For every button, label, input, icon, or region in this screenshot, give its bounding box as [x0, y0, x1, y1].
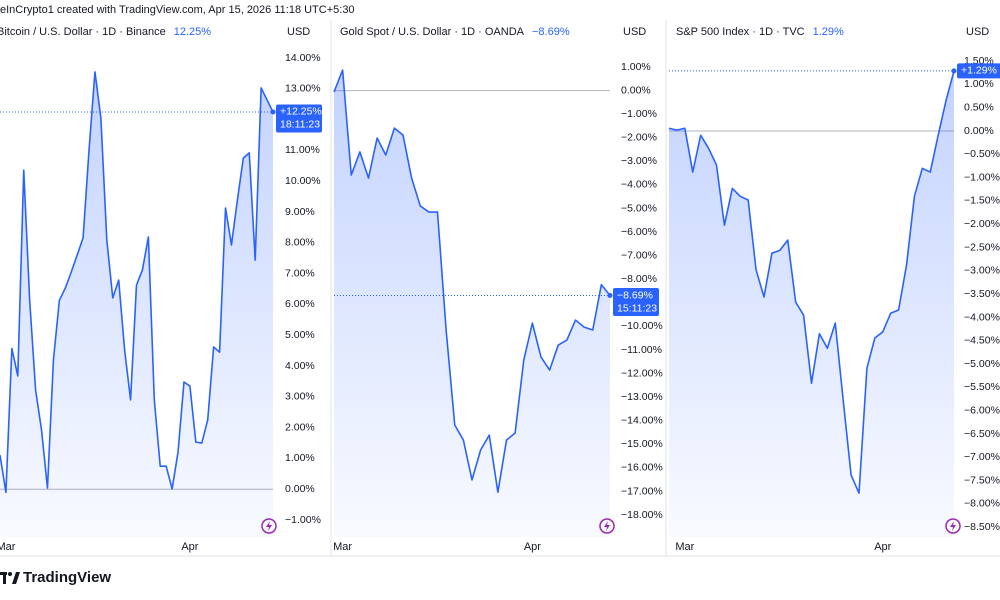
y-tick-label: −4.50% — [964, 335, 1000, 347]
last-value-text: +12.25% — [280, 106, 322, 118]
y-tick-label: −16.00% — [621, 462, 663, 474]
currency-label: USD — [287, 26, 310, 38]
last-point — [607, 293, 613, 299]
y-tick-label: −10.00% — [621, 320, 663, 332]
y-tick-label: −11.00% — [621, 344, 662, 356]
y-tick-label: 13.00% — [285, 83, 321, 95]
y-tick-label: 0.00% — [285, 483, 315, 495]
y-tick-label: 5.00% — [285, 329, 315, 341]
y-tick-label: −2.00% — [621, 132, 657, 144]
y-tick-label: −8.50% — [964, 521, 1000, 533]
area-fill — [0, 71, 273, 538]
y-tick-label: −17.00% — [621, 485, 663, 497]
y-tick-label: −6.50% — [964, 428, 1000, 440]
y-tick-label: −4.00% — [621, 179, 657, 191]
last-value-box — [276, 104, 322, 133]
y-tick-label: −15.00% — [621, 438, 663, 450]
last-value-text: 15:11:23 — [617, 302, 657, 314]
last-value-box — [957, 63, 1000, 79]
currency-label: USD — [623, 26, 646, 38]
last-point — [951, 68, 957, 74]
y-tick-label: −5.00% — [964, 358, 1000, 370]
y-tick-label: −12.00% — [621, 367, 663, 379]
y-tick-label: −3.00% — [964, 265, 1000, 277]
last-value-box — [613, 288, 659, 317]
y-tick-label: −7.00% — [964, 451, 1000, 463]
price-line — [0, 71, 274, 494]
y-tick-label: −7.00% — [621, 249, 657, 261]
y-tick-label: 14.00% — [285, 52, 321, 64]
y-tick-label: −5.00% — [621, 202, 657, 214]
x-tick-label: Mar — [0, 541, 16, 553]
last-point — [270, 109, 276, 115]
y-tick-label: 2.00% — [285, 421, 315, 433]
y-tick-label: −8.00% — [621, 273, 657, 285]
chart-title: S&P 500 Index · 1D · TVC — [676, 26, 805, 38]
chart-title: Bitcoin / U.S. Dollar · 1D · Binance — [0, 26, 166, 38]
y-tick-label: −2.50% — [964, 241, 1000, 253]
y-tick-label: −7.50% — [964, 474, 1000, 486]
y-tick-label: 6.00% — [285, 298, 315, 310]
x-tick-label: Apr — [181, 541, 198, 553]
y-tick-label: 4.00% — [285, 360, 315, 372]
y-tick-label: −0.50% — [964, 148, 1000, 160]
brand-name: TradingView — [23, 569, 111, 586]
price-line — [668, 70, 955, 494]
y-tick-label: −13.00% — [621, 391, 663, 403]
y-tick-label: −6.00% — [964, 404, 1000, 416]
y-tick-label: −14.00% — [621, 415, 663, 427]
y-tick-label: 10.00% — [285, 175, 321, 187]
area-fill — [669, 70, 954, 538]
change-label: −8.69% — [532, 26, 570, 38]
y-tick-label: 9.00% — [285, 206, 315, 218]
x-tick-label: Mar — [333, 541, 352, 553]
y-tick-label: 8.00% — [285, 237, 315, 249]
y-tick-label: 1.00% — [621, 61, 651, 73]
y-tick-label: −18.00% — [621, 509, 663, 521]
x-tick-label: Apr — [524, 541, 541, 553]
brand-logo — [0, 572, 20, 584]
y-tick-label: 11.00% — [285, 144, 320, 156]
y-tick-label: −8.00% — [964, 498, 1000, 510]
y-tick-label: 7.00% — [285, 267, 315, 279]
change-label: 12.25% — [174, 26, 212, 38]
chart-title: Gold Spot / U.S. Dollar · 1D · OANDA — [340, 26, 525, 38]
y-tick-label: −1.00% — [285, 514, 321, 526]
y-tick-label: 0.50% — [964, 102, 994, 114]
y-tick-label: −6.00% — [621, 226, 657, 238]
currency-label: USD — [966, 26, 989, 38]
y-tick-label: −1.50% — [964, 195, 1000, 207]
change-label: 1.29% — [813, 26, 844, 38]
y-tick-label: 1.00% — [285, 452, 315, 464]
last-value-text: −8.69% — [617, 289, 653, 301]
y-tick-label: −2.00% — [964, 218, 1000, 230]
y-tick-label: 0.00% — [964, 125, 994, 137]
y-tick-label: 3.00% — [285, 391, 315, 403]
y-tick-label: 0.00% — [621, 84, 651, 96]
y-tick-label: −3.50% — [964, 288, 1000, 300]
x-tick-label: Mar — [675, 541, 694, 553]
last-value-text: +1.29% — [961, 65, 997, 77]
y-tick-label: −4.00% — [964, 311, 1000, 323]
price-line — [333, 69, 611, 493]
y-tick-label: −1.00% — [621, 108, 657, 120]
y-tick-label: −1.00% — [964, 171, 1000, 183]
y-tick-label: −5.50% — [964, 381, 1000, 393]
x-tick-label: Apr — [874, 541, 891, 553]
area-fill — [334, 70, 610, 537]
y-tick-label: −3.00% — [621, 155, 657, 167]
y-tick-label: 1.00% — [964, 78, 994, 90]
header-caption: eInCrypto1 created with TradingView.com,… — [0, 4, 355, 16]
last-value-text: 18:11:23 — [280, 119, 320, 131]
